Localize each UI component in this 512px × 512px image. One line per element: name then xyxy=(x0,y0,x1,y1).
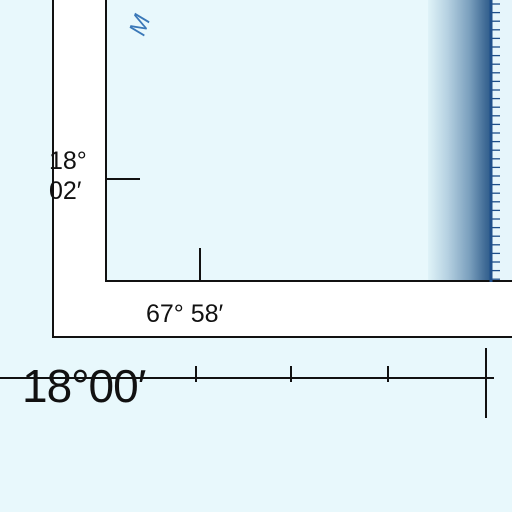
lat-degrees: 18° xyxy=(49,147,87,175)
latitude-label-18-00: 18°00′ xyxy=(22,360,146,412)
map-collar-bottom xyxy=(52,282,512,338)
lat-minutes: 02′ xyxy=(49,177,82,205)
map-edge-strip xyxy=(491,0,512,282)
map-collar-left xyxy=(52,0,106,338)
latitude-label-18-02: 18° 02′ xyxy=(49,146,87,206)
longitude-label-67-58: 67° 58′ xyxy=(146,300,224,328)
coastline-shading xyxy=(428,0,492,282)
